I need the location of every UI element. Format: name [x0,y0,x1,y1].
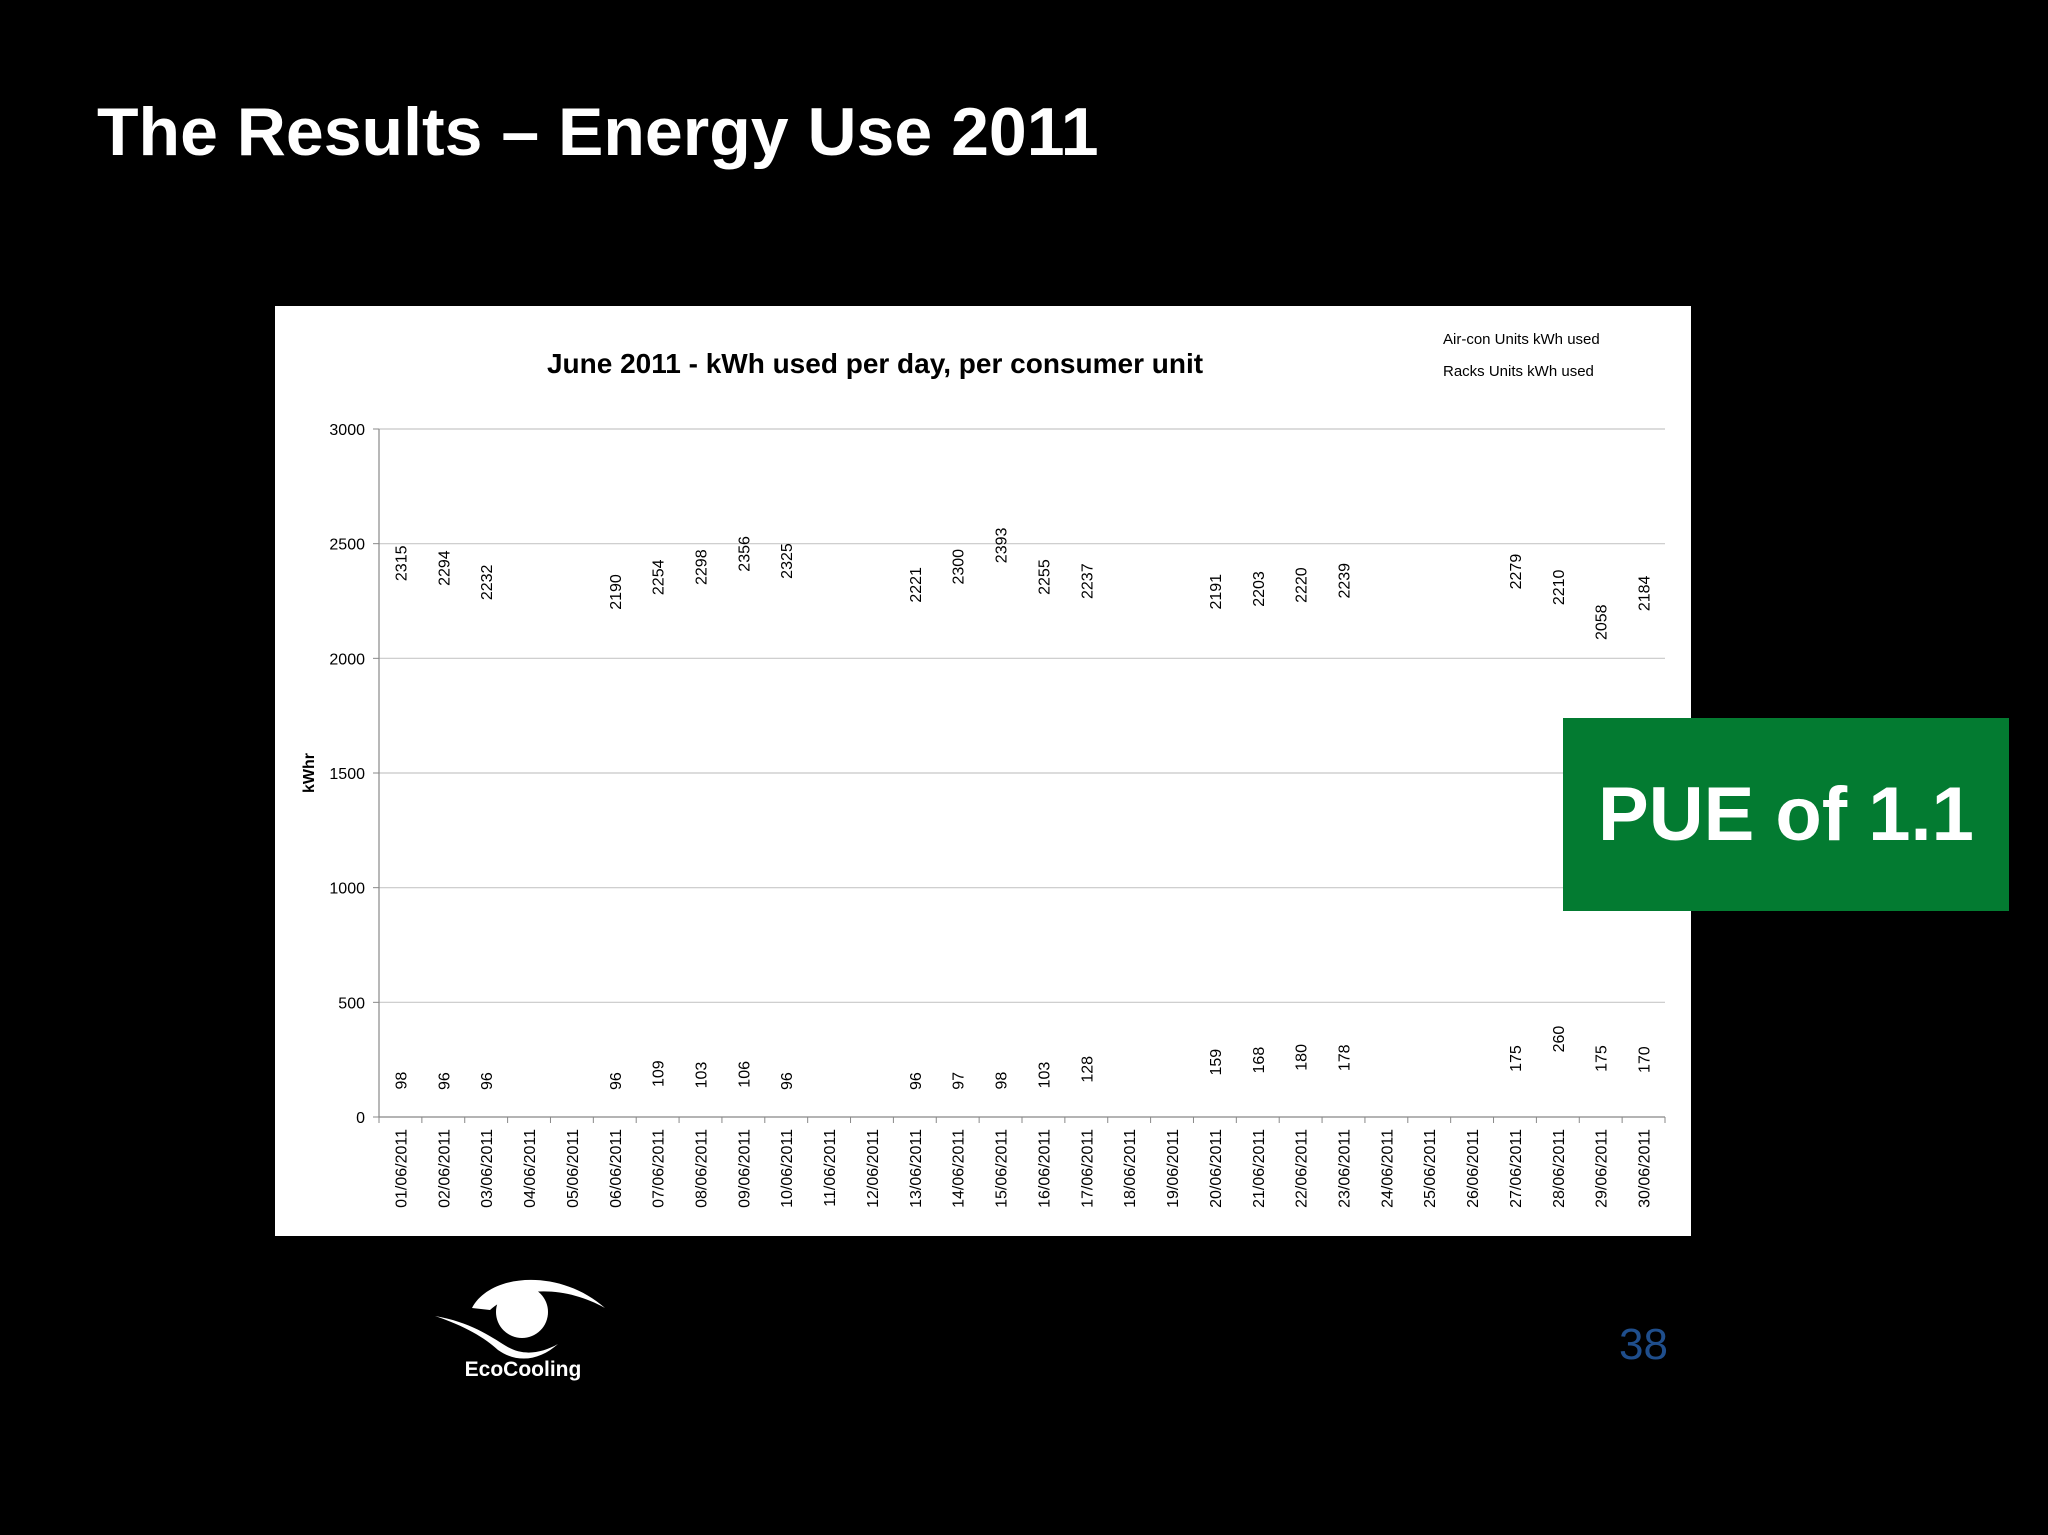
slide-title: The Results – Energy Use 2011 [97,94,1099,170]
data-label-aircon: 98 [393,1072,410,1090]
data-label-aircon: 96 [436,1072,453,1090]
data-label-racks: 2203 [1251,571,1268,607]
x-tick-label: 12/06/2011 [865,1129,882,1208]
data-label-aircon: 96 [779,1072,796,1090]
page-number: 38 [1619,1320,1668,1369]
chart-panel: 0 500 1000 1500 2000 2500 3000 01/06/2011 02/06/… [275,306,1691,1236]
data-label-racks: 2220 [1294,567,1311,603]
data-label-racks: 2356 [736,536,753,572]
data-label-aircon: 96 [608,1072,625,1090]
x-tick-label: 07/06/2011 [651,1129,668,1208]
x-tick-label: 10/06/2011 [779,1129,796,1208]
data-label-aircon: 178 [1337,1044,1354,1071]
data-label-aircon: 109 [651,1060,668,1087]
x-tick-label: 15/06/2011 [994,1129,1011,1208]
data-label-racks: 2393 [994,528,1011,564]
y-axis-label: kWhr [301,753,318,793]
x-tick-label: 24/06/2011 [1379,1129,1396,1208]
y-tick-label: 3000 [329,422,365,439]
x-tick-label: 30/06/2011 [1637,1129,1654,1208]
data-label-racks: 2255 [1036,559,1053,595]
x-tick-label: 09/06/2011 [736,1129,753,1208]
data-label-aircon: 96 [908,1072,925,1090]
x-tick-label: 26/06/2011 [1465,1129,1482,1208]
data-label-racks: 2298 [694,549,711,585]
x-tick-label: 19/06/2011 [1165,1129,1182,1208]
x-tick-label: 17/06/2011 [1079,1129,1096,1208]
x-tick-label: 29/06/2011 [1594,1129,1611,1208]
x-tick-label: 05/06/2011 [565,1129,582,1208]
data-label-racks: 2221 [908,567,925,603]
x-tick-label: 16/06/2011 [1036,1129,1053,1208]
data-label-aircon: 175 [1594,1045,1611,1072]
data-label-aircon: 128 [1079,1056,1096,1083]
data-label-racks: 2294 [436,550,453,586]
data-label-racks: 2184 [1637,575,1654,611]
data-label-aircon: 260 [1551,1026,1568,1053]
x-tick-label: 13/06/2011 [908,1129,925,1208]
data-label-racks: 2279 [1508,554,1525,590]
energy-chart: 0 500 1000 1500 2000 2500 3000 01/06/2011 02/06/… [301,331,1666,1208]
y-tick-label: 1000 [329,881,365,898]
data-label-racks: 2190 [608,574,625,610]
axes: 0 500 1000 1500 2000 2500 3000 01/06/2011 02/06/… [329,422,1666,1208]
data-label-racks: 2210 [1551,569,1568,605]
data-label-racks: 2058 [1594,604,1611,640]
data-label-aircon: 106 [736,1061,753,1088]
x-tick-label: 11/06/2011 [822,1129,839,1207]
legend-item-racks: Racks Units kWh used [1443,363,1594,380]
x-tick-label: 02/06/2011 [436,1129,453,1208]
x-tick-label: 27/06/2011 [1508,1129,1525,1208]
data-label-racks: 2300 [951,549,968,585]
x-tick-label: 08/06/2011 [694,1129,711,1208]
y-tick-label: 2000 [329,651,365,668]
data-label-aircon: 103 [1036,1062,1053,1089]
logo-text: EcoCooling [464,1358,582,1381]
data-label-aircon: 175 [1508,1045,1525,1072]
data-label-aircon: 97 [951,1072,968,1090]
data-label-racks: 2239 [1337,563,1354,599]
y-tick-label: 500 [338,995,365,1012]
x-tick-label: 22/06/2011 [1294,1129,1311,1208]
data-labels: 98 96 96 96 109 103 106 96 96 97 98 103 128 159 168 180… [393,528,1653,1090]
chart-title: June 2011 - kWh used per day, per consum… [547,348,1203,379]
gridlines [379,428,1665,1003]
data-label-racks: 2254 [651,559,668,595]
data-label-racks: 2191 [1208,574,1225,610]
data-label-aircon: 159 [1208,1049,1225,1076]
x-tick-label: 20/06/2011 [1208,1129,1225,1208]
data-label-aircon: 98 [994,1072,1011,1090]
x-tick-label: 18/06/2011 [1122,1129,1139,1208]
data-label-aircon: 96 [479,1072,496,1090]
legend-item-aircon: Air-con Units kWh used [1443,331,1600,348]
data-label-racks: 2315 [393,545,410,581]
data-label-aircon: 103 [694,1062,711,1089]
ecocooling-logo-icon [435,1279,605,1359]
y-tick-label: 1500 [329,766,365,783]
x-tick-label: 28/06/2011 [1551,1129,1568,1208]
data-label-aircon: 168 [1251,1047,1268,1074]
pue-badge-text: PUE of 1.1 [1598,772,1974,857]
data-label-aircon: 170 [1637,1046,1654,1073]
x-tick-label: 04/06/2011 [522,1129,539,1208]
y-tick-label: 2500 [329,537,365,554]
x-tick-label: 14/06/2011 [951,1129,968,1208]
x-tick-label: 21/06/2011 [1251,1129,1268,1208]
data-label-racks: 2237 [1079,563,1096,599]
x-tick-label: 23/06/2011 [1337,1129,1354,1208]
x-tick-label: 03/06/2011 [479,1129,496,1208]
x-tick-label: 25/06/2011 [1422,1129,1439,1208]
x-tick-label: 01/06/2011 [393,1129,410,1208]
pue-badge: PUE of 1.1 [1563,718,2009,911]
data-label-aircon: 180 [1294,1044,1311,1071]
data-label-racks: 2325 [779,543,796,579]
y-tick-label: 0 [356,1110,365,1127]
x-tick-label: 06/06/2011 [608,1129,625,1208]
data-label-racks: 2232 [479,564,496,600]
